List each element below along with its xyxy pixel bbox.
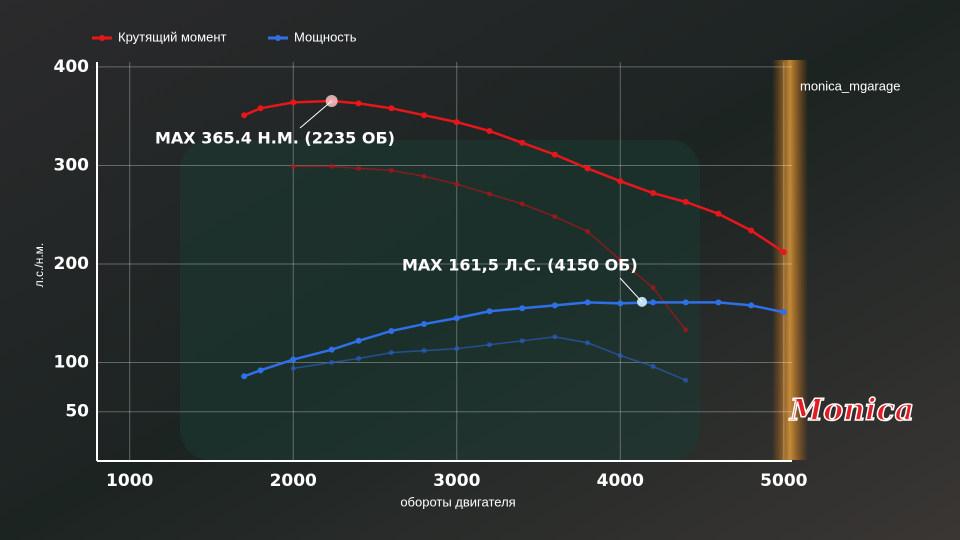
annotation: MAX 161,5 Л.С. (4150 ОБ) <box>402 256 638 275</box>
point <box>486 127 493 134</box>
point <box>519 139 526 146</box>
point <box>388 350 394 356</box>
point <box>290 99 297 106</box>
point <box>453 119 460 126</box>
point <box>421 173 427 179</box>
point <box>328 346 335 353</box>
point <box>454 346 460 352</box>
glow-line <box>772 60 808 460</box>
legend-label: Крутящий момент <box>118 29 226 44</box>
point <box>584 299 591 306</box>
y-tick-label: 50 <box>65 402 89 422</box>
x-tick-label: 4000 <box>597 471 644 491</box>
point <box>683 377 689 383</box>
point <box>486 342 492 348</box>
point <box>617 353 623 359</box>
annotation: MAX 365.4 Н.М. (2235 ОБ) <box>155 129 395 148</box>
point <box>257 105 264 112</box>
x-tick-label: 2000 <box>270 471 317 491</box>
point <box>715 299 722 306</box>
x-axis-label: обороты двигателя <box>400 494 515 509</box>
point <box>241 373 248 380</box>
point <box>519 338 525 344</box>
point <box>329 359 335 365</box>
point <box>355 100 362 107</box>
y-tick-label: 400 <box>54 57 90 77</box>
point <box>453 315 460 322</box>
point <box>682 198 689 205</box>
y-tick-label: 300 <box>54 155 90 175</box>
callout <box>299 100 332 129</box>
watermark: monica_mgarage <box>800 78 900 93</box>
point <box>241 112 248 119</box>
point <box>650 285 656 291</box>
point <box>388 327 395 334</box>
point <box>748 227 755 234</box>
point <box>421 348 427 354</box>
point <box>519 305 526 312</box>
point <box>650 190 656 197</box>
point <box>617 300 624 307</box>
x-tick-label: 3000 <box>433 471 480 491</box>
point <box>486 308 493 315</box>
point <box>290 356 297 363</box>
line <box>243 301 785 378</box>
point <box>617 178 624 185</box>
point <box>388 105 395 112</box>
line <box>243 99 785 254</box>
point <box>552 334 558 340</box>
point <box>780 309 787 316</box>
point <box>748 302 755 309</box>
point <box>519 201 525 207</box>
point <box>356 356 362 362</box>
legend-swatch <box>99 35 105 41</box>
point <box>356 165 362 171</box>
point <box>650 299 656 306</box>
point <box>290 163 296 169</box>
point <box>355 337 362 344</box>
point <box>650 363 656 369</box>
point <box>780 249 787 256</box>
legend-label: Мощность <box>294 29 357 44</box>
point <box>552 214 558 220</box>
x-tick-label: 5000 <box>760 471 807 491</box>
point <box>584 165 591 172</box>
point <box>421 321 428 328</box>
point <box>454 181 460 187</box>
y-axis-label: л.с./н.м. <box>32 243 46 288</box>
legend-swatch <box>275 35 281 41</box>
point <box>551 302 558 309</box>
x-tick-label: 1000 <box>106 471 153 491</box>
callout <box>619 277 643 303</box>
point <box>683 327 689 333</box>
logo: Monica <box>789 393 914 428</box>
point <box>585 340 591 346</box>
point <box>388 167 394 173</box>
point <box>682 299 689 306</box>
point <box>329 163 335 169</box>
car-silhouette <box>180 140 700 460</box>
point <box>257 367 264 374</box>
point <box>585 228 591 234</box>
point <box>551 151 558 158</box>
point <box>421 112 428 119</box>
legend: Крутящий момент Мощность <box>92 29 357 44</box>
y-tick-label: 200 <box>54 254 90 274</box>
point <box>617 257 623 263</box>
point <box>290 365 296 371</box>
y-tick-label: 100 <box>54 352 90 372</box>
point <box>715 210 722 217</box>
point <box>486 191 492 197</box>
